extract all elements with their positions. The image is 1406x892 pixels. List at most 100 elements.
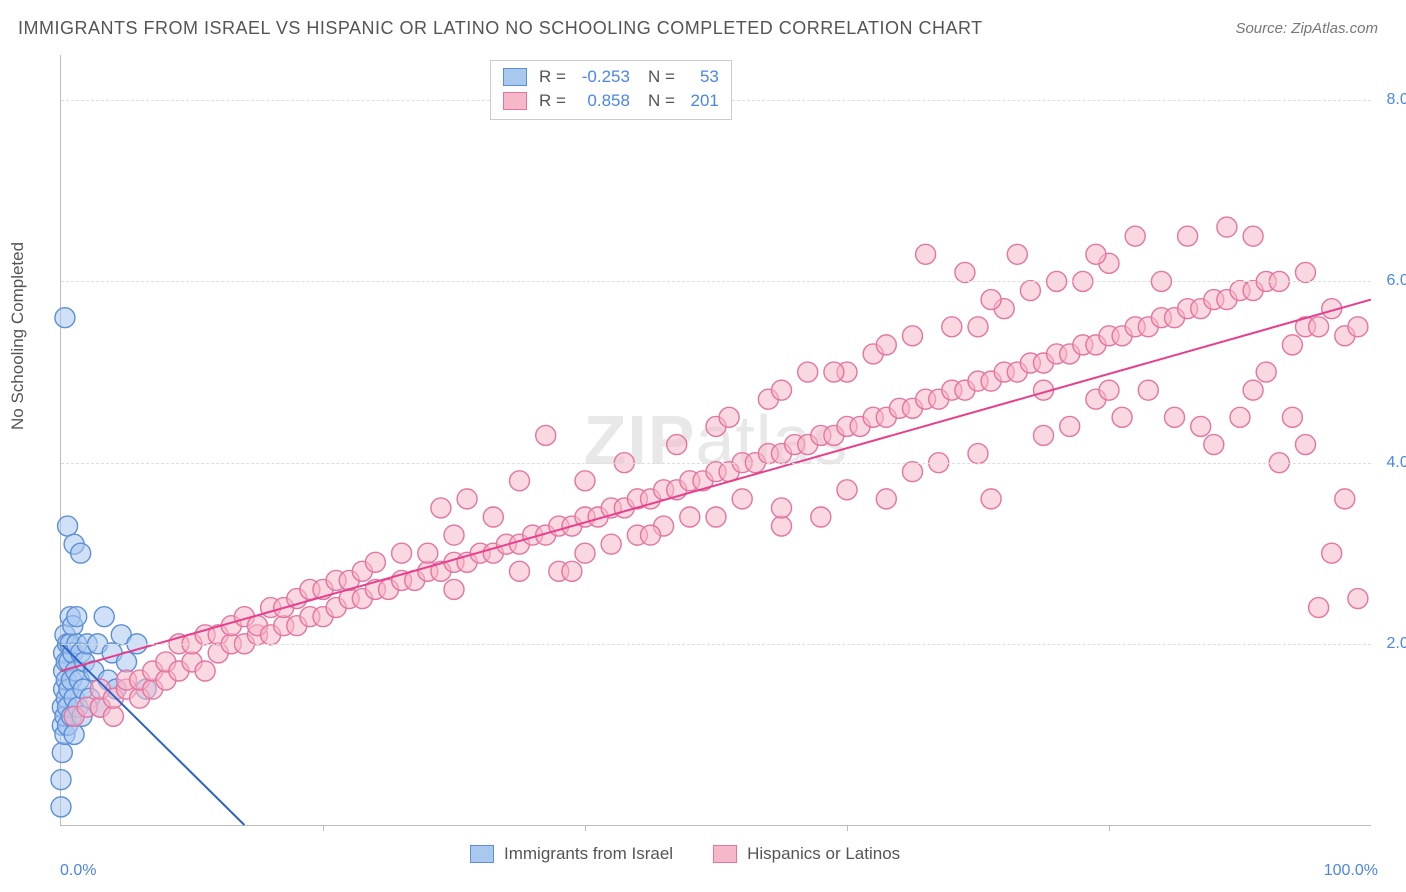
data-point bbox=[67, 607, 87, 627]
stat-value-n-2: 201 bbox=[683, 91, 719, 111]
gridline bbox=[61, 281, 1371, 282]
data-point bbox=[955, 262, 975, 282]
data-point bbox=[1335, 489, 1355, 509]
data-point bbox=[1034, 425, 1054, 445]
data-point bbox=[431, 498, 451, 518]
data-point bbox=[1165, 407, 1185, 427]
data-point bbox=[811, 507, 831, 527]
data-point bbox=[968, 317, 988, 337]
data-point bbox=[798, 362, 818, 382]
data-point bbox=[719, 407, 739, 427]
data-point bbox=[1125, 226, 1145, 246]
data-point bbox=[71, 543, 91, 563]
y-axis-label: No Schooling Completed bbox=[8, 242, 28, 430]
y-tick-label: 8.0% bbox=[1387, 91, 1406, 109]
data-point bbox=[824, 362, 844, 382]
data-point bbox=[876, 489, 896, 509]
data-point bbox=[195, 661, 215, 681]
data-point bbox=[1282, 407, 1302, 427]
data-point bbox=[641, 525, 661, 545]
data-point bbox=[876, 335, 896, 355]
data-point bbox=[510, 561, 530, 581]
data-point bbox=[1086, 244, 1106, 264]
stats-row-series-2: R = 0.858 N = 201 bbox=[503, 89, 719, 113]
data-point bbox=[575, 543, 595, 563]
data-point bbox=[536, 425, 556, 445]
data-point bbox=[680, 507, 700, 527]
swatch-series-1 bbox=[503, 68, 527, 86]
data-point bbox=[55, 308, 75, 328]
x-tick bbox=[585, 825, 586, 831]
data-point bbox=[1282, 335, 1302, 355]
y-tick-label: 4.0% bbox=[1387, 454, 1406, 472]
gridline bbox=[61, 463, 1371, 464]
data-point bbox=[903, 462, 923, 482]
chart-title: IMMIGRANTS FROM ISRAEL VS HISPANIC OR LA… bbox=[18, 18, 983, 39]
x-axis-max-label: 100.0% bbox=[1324, 862, 1378, 880]
x-tick bbox=[1109, 825, 1110, 831]
data-point bbox=[1256, 362, 1276, 382]
data-point bbox=[51, 797, 71, 817]
data-point bbox=[732, 489, 752, 509]
data-point bbox=[52, 743, 72, 763]
data-point bbox=[562, 561, 582, 581]
data-point bbox=[1243, 226, 1263, 246]
data-point bbox=[1348, 589, 1368, 609]
data-point bbox=[981, 489, 1001, 509]
stat-value-r-1: -0.253 bbox=[574, 67, 630, 87]
data-point bbox=[1243, 380, 1263, 400]
data-point bbox=[575, 471, 595, 491]
data-point bbox=[94, 607, 114, 627]
data-point bbox=[706, 507, 726, 527]
x-axis-min-label: 0.0% bbox=[60, 862, 96, 880]
x-tick bbox=[323, 825, 324, 831]
data-point bbox=[981, 290, 1001, 310]
data-point bbox=[365, 552, 385, 572]
data-point bbox=[968, 444, 988, 464]
stat-label-n: N = bbox=[648, 67, 675, 87]
legend-swatch-2 bbox=[713, 845, 737, 863]
data-point bbox=[1099, 380, 1119, 400]
data-point bbox=[483, 507, 503, 527]
legend-item-1: Immigrants from Israel bbox=[470, 844, 673, 864]
swatch-series-2 bbox=[503, 92, 527, 110]
data-point bbox=[1322, 543, 1342, 563]
legend-item-2: Hispanics or Latinos bbox=[713, 844, 900, 864]
gridline bbox=[61, 644, 1371, 645]
data-point bbox=[418, 543, 438, 563]
stats-row-series-1: R = -0.253 N = 53 bbox=[503, 65, 719, 89]
stat-label-r: R = bbox=[539, 67, 566, 87]
data-point bbox=[903, 326, 923, 346]
data-point bbox=[64, 724, 84, 744]
data-point bbox=[837, 480, 857, 500]
stats-legend: R = -0.253 N = 53 R = 0.858 N = 201 bbox=[490, 60, 732, 120]
data-point bbox=[772, 498, 792, 518]
data-point bbox=[444, 525, 464, 545]
data-point bbox=[772, 380, 792, 400]
stat-label-r: R = bbox=[539, 91, 566, 111]
stat-value-r-2: 0.858 bbox=[574, 91, 630, 111]
stat-value-n-1: 53 bbox=[683, 67, 719, 87]
data-point bbox=[1191, 416, 1211, 436]
data-point bbox=[1296, 435, 1316, 455]
data-point bbox=[1296, 262, 1316, 282]
chart-svg bbox=[61, 55, 1371, 825]
data-point bbox=[392, 543, 412, 563]
plot-area: ZIPatlas 2.0%4.0%6.0%8.0% bbox=[60, 55, 1371, 826]
data-point bbox=[103, 706, 123, 726]
source-attribution: Source: ZipAtlas.com bbox=[1235, 20, 1378, 37]
legend-label-1: Immigrants from Israel bbox=[504, 844, 673, 864]
legend-label-2: Hispanics or Latinos bbox=[747, 844, 900, 864]
y-tick-label: 6.0% bbox=[1387, 272, 1406, 290]
data-point bbox=[942, 317, 962, 337]
data-point bbox=[510, 471, 530, 491]
stat-label-n: N = bbox=[648, 91, 675, 111]
data-point bbox=[444, 579, 464, 599]
data-point bbox=[1138, 380, 1158, 400]
data-point bbox=[1112, 407, 1132, 427]
x-tick bbox=[847, 825, 848, 831]
data-point bbox=[1178, 226, 1198, 246]
data-point bbox=[1230, 407, 1250, 427]
data-point bbox=[1348, 317, 1368, 337]
data-point bbox=[1217, 217, 1237, 237]
